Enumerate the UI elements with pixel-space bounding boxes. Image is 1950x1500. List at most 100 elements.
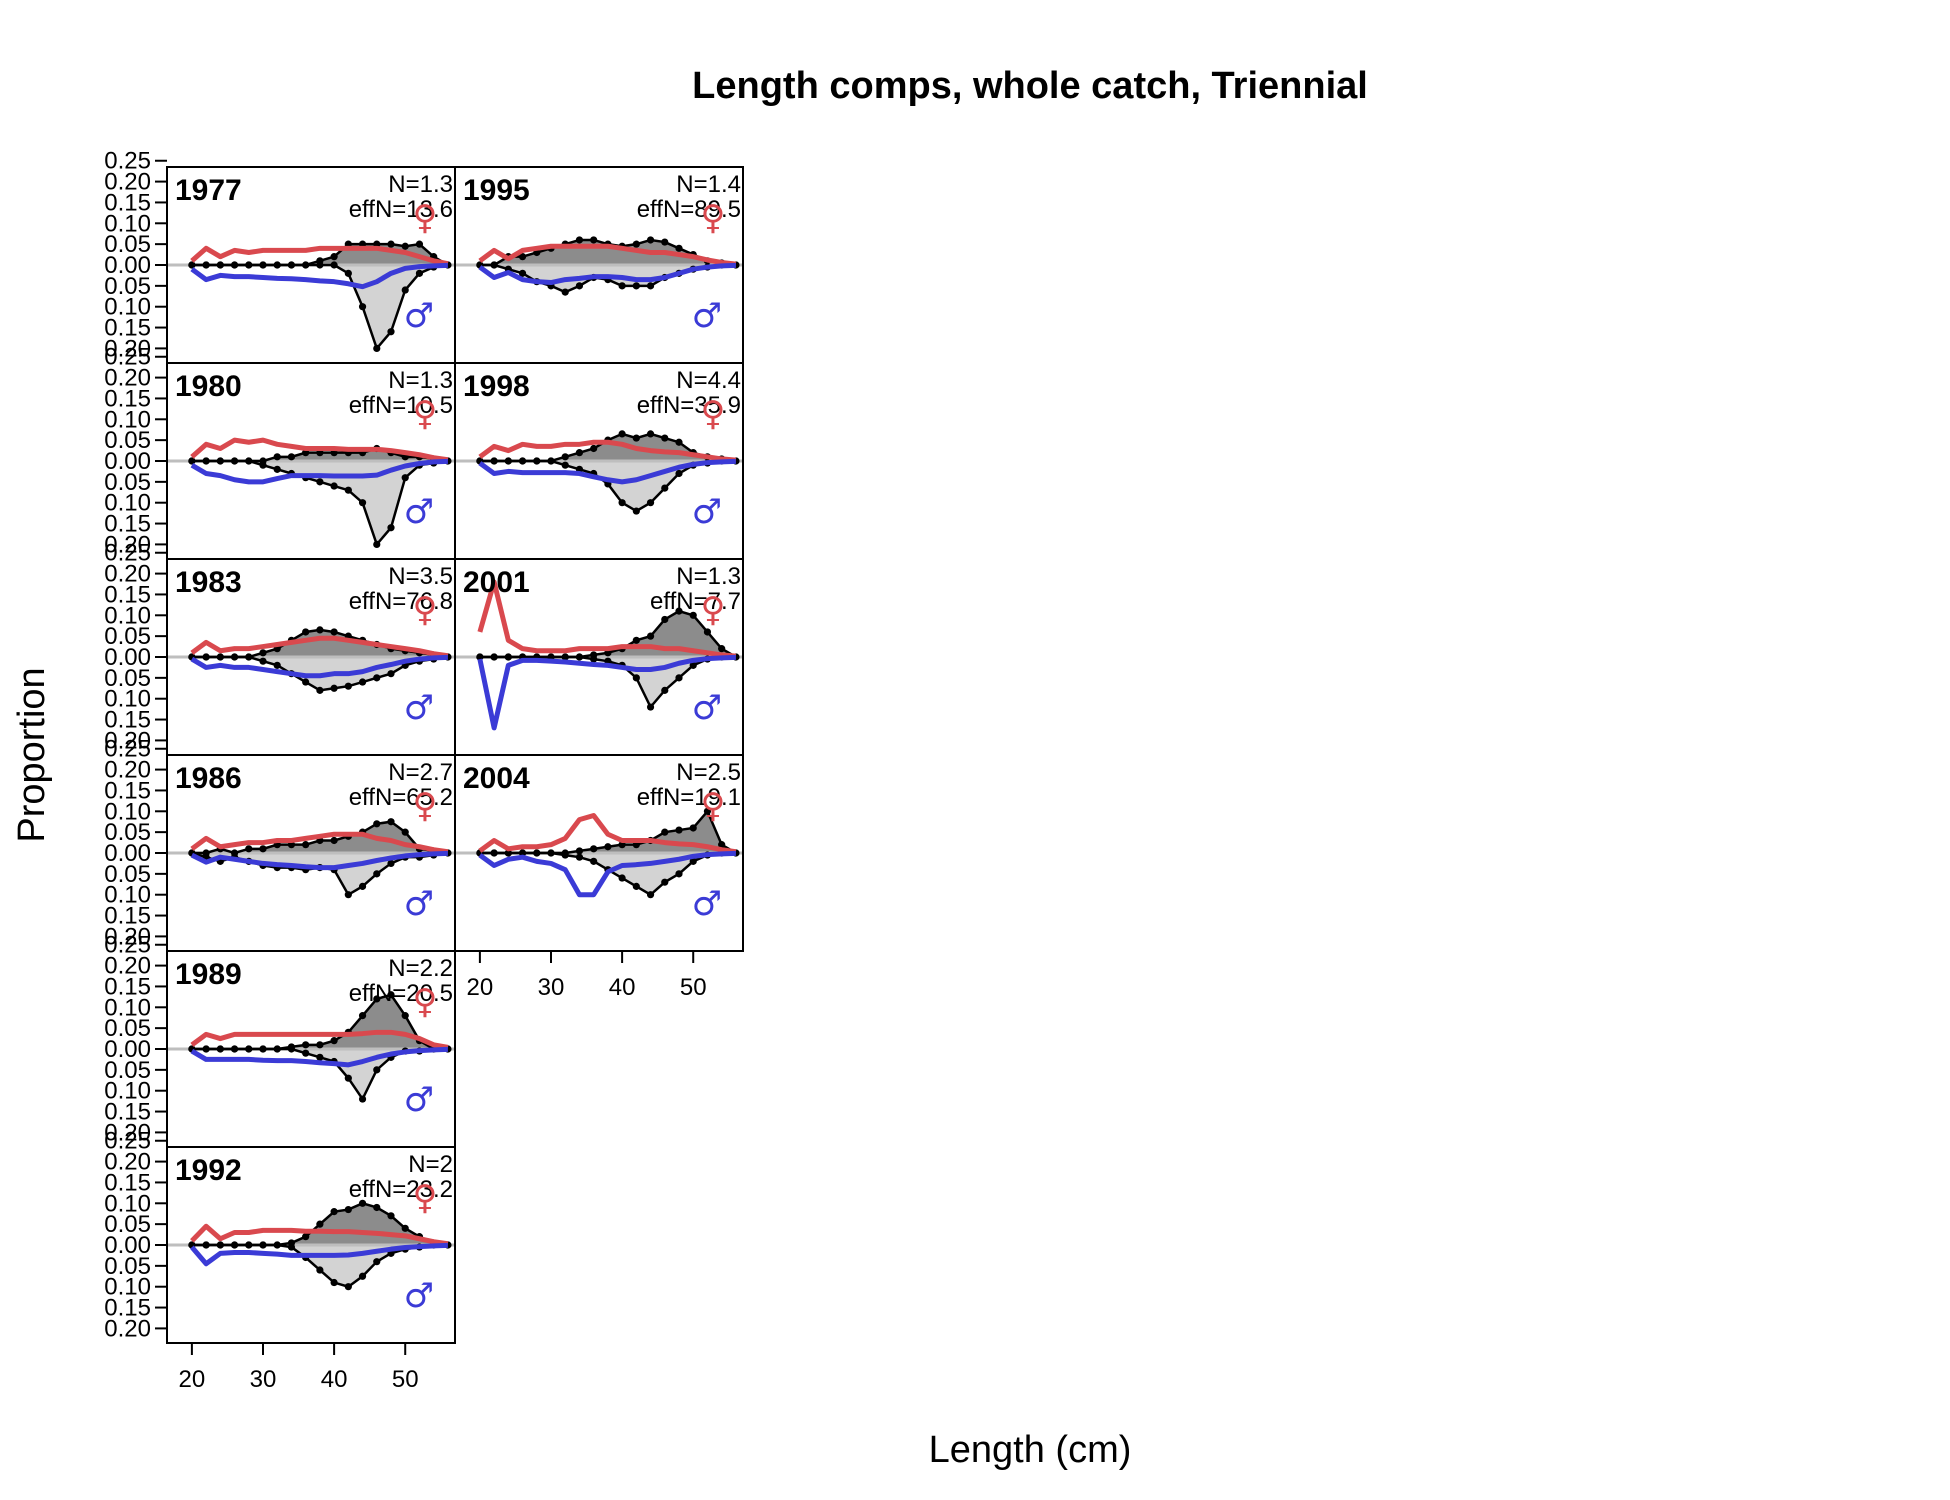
male-observed-point — [661, 686, 669, 694]
male-observed-point — [216, 261, 224, 269]
male-observed-point — [287, 261, 296, 269]
y-tick-label: 0.05 — [104, 1211, 151, 1238]
y-tick-label: 0.00 — [104, 1036, 151, 1063]
male-observed-point — [330, 1278, 338, 1287]
male-observed-point — [316, 686, 324, 694]
male-observed-point — [358, 499, 367, 507]
male-observed-point — [533, 849, 541, 857]
male-observed-point — [618, 282, 626, 290]
male-observed-point — [504, 849, 512, 857]
y-tick-label: 0.20 — [104, 335, 151, 362]
y-tick-label: 0.10 — [104, 294, 151, 321]
male-observed-point — [490, 457, 498, 465]
female-expected-line — [477, 579, 737, 659]
male-observed-point — [632, 882, 640, 890]
panel-effn-label: effN=76.8 — [349, 588, 453, 615]
male-observed-point — [230, 457, 239, 465]
male-observed-point — [245, 1045, 253, 1053]
female-observed-point — [387, 818, 395, 826]
y-tick-label: 0.20 — [104, 757, 151, 784]
male-observed-point — [533, 457, 541, 465]
male-observed-area — [479, 461, 736, 512]
female-expected-line — [190, 1223, 449, 1247]
y-tick-label: 0.05 — [104, 665, 151, 692]
female-expected-line — [190, 437, 449, 463]
female-observed-point — [387, 1212, 395, 1220]
male-observed-point — [245, 457, 253, 465]
female-observed-point — [259, 845, 267, 853]
male-observed-point — [230, 1241, 239, 1249]
female-expected-line — [190, 1029, 449, 1050]
x-tick-label: 50 — [680, 974, 707, 1001]
male-expected-line — [190, 850, 448, 871]
male-symbol-icon: ♂ — [404, 1080, 434, 1120]
male-observed-point — [358, 1095, 367, 1103]
female-observed-point — [316, 1041, 324, 1049]
panel-year-label: 1998 — [463, 370, 530, 403]
male-observed-point — [202, 457, 210, 465]
y-tick-label: 0.15 — [104, 511, 151, 538]
panel-effn-label: effN=23.2 — [349, 1176, 453, 1203]
male-observed-area — [191, 1245, 448, 1287]
female-observed-point — [518, 253, 527, 261]
y-tick-label: 0.05 — [104, 1057, 151, 1084]
panel-effn-label: effN=10.5 — [349, 392, 453, 419]
male-observed-point — [575, 853, 584, 861]
male-observed-point — [302, 678, 310, 686]
male-observed-point — [373, 870, 381, 878]
male-symbol-icon: ♂ — [692, 492, 722, 532]
y-tick-label: 0.25 — [104, 736, 151, 763]
male-observed-point — [216, 1241, 224, 1249]
male-observed-point — [316, 261, 324, 269]
y-tick-label: 0.00 — [104, 252, 151, 279]
female-observed-point — [401, 1224, 409, 1232]
y-tick-label: 0.00 — [104, 1232, 151, 1259]
y-axis-label: Proportion — [11, 667, 53, 842]
panel-effn-label: effN=89.5 — [637, 196, 741, 223]
male-observed-point — [561, 461, 569, 469]
male-observed-point — [330, 684, 338, 692]
panel-n-label: N=1.3 — [388, 367, 453, 394]
female-observed-point — [604, 843, 612, 851]
female-observed-point — [675, 826, 683, 834]
y-tick-label: 0.20 — [104, 1119, 151, 1146]
female-observed-point — [675, 244, 683, 252]
chart-title: Length comps, whole catch, Triennial — [692, 65, 1368, 107]
x-tick-label: 20 — [179, 1366, 206, 1393]
y-tick-label: 0.00 — [104, 448, 151, 475]
y-tick-label: 0.20 — [104, 727, 151, 754]
female-symbol-icon: ♀ — [413, 1178, 438, 1218]
female-observed-point — [373, 1203, 381, 1212]
panel-effn-label: effN=13.6 — [349, 196, 453, 223]
y-tick-label: 0.20 — [104, 561, 151, 588]
male-symbol-icon: ♂ — [404, 492, 434, 532]
male-expected-line — [190, 1046, 448, 1068]
female-observed-point — [718, 841, 726, 849]
male-observed-point — [518, 849, 527, 857]
female-observed-point — [575, 847, 584, 855]
y-tick-label: 0.20 — [104, 1149, 151, 1176]
female-observed-point — [632, 240, 640, 248]
panel-year-label: 1992 — [175, 1154, 242, 1187]
male-observed-point — [561, 851, 569, 859]
male-observed-point — [646, 282, 655, 290]
female-observed-point — [330, 1037, 338, 1045]
y-tick-label: 0.15 — [104, 707, 151, 734]
male-expected-line — [477, 654, 736, 731]
male-observed-point — [316, 1266, 324, 1274]
male-observed-point — [344, 682, 352, 690]
female-observed-point — [675, 607, 683, 615]
y-tick-label: 0.10 — [104, 602, 151, 629]
y-tick-label: 0.15 — [104, 1099, 151, 1126]
female-observed-point — [373, 820, 381, 828]
female-observed-point — [646, 236, 655, 244]
male-symbol-icon: ♂ — [404, 1276, 434, 1316]
panel-1977: 1977 N=1.3effN=13.6♀♂0.200.150.100.050.00… — [104, 148, 456, 364]
male-observed-point — [632, 507, 640, 515]
male-expected-line — [478, 262, 736, 286]
male-expected-line — [478, 458, 736, 485]
male-observed-point — [330, 482, 338, 490]
panel-year-label: 1986 — [175, 762, 242, 795]
male-observed-point — [387, 524, 395, 532]
